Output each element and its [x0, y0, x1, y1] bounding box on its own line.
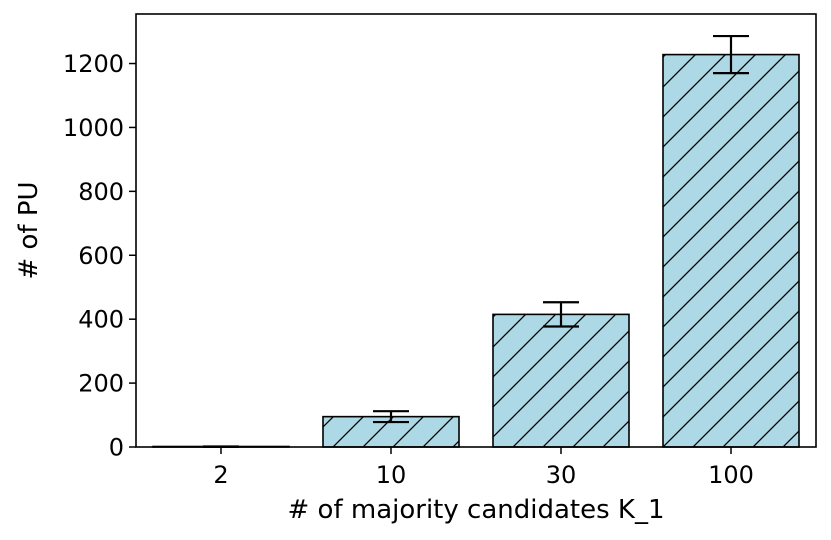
x-tick-label: 30: [546, 461, 577, 489]
error-bar-10: [373, 410, 409, 424]
y-tick-label: 400: [78, 306, 124, 334]
y-tick-label: 800: [78, 178, 124, 206]
x-tick-label: 2: [213, 461, 228, 489]
y-axis: 0 200 400 600 800 1000 1200: [63, 50, 136, 462]
bar-hatch-30: [492, 313, 630, 448]
x-tick-label: 100: [708, 461, 754, 489]
y-tick-label: 1000: [63, 114, 124, 142]
y-tick-label: 600: [78, 242, 124, 270]
error-bar-30: [543, 301, 579, 328]
plot-frame: [135, 13, 817, 448]
y-tick-label: 200: [78, 370, 124, 398]
x-axis-label: # of majority candidates K_1: [288, 495, 665, 525]
x-tick-label: 10: [376, 461, 407, 489]
error-bar-100: [713, 34, 749, 75]
bars: [152, 53, 800, 448]
y-axis-label: # of PU: [14, 181, 44, 279]
y-tick-label: 0: [109, 434, 124, 462]
bar-hatch-100: [662, 53, 800, 448]
x-axis: 2 10 30 100: [213, 447, 754, 489]
y-tick-label: 1200: [63, 50, 124, 78]
